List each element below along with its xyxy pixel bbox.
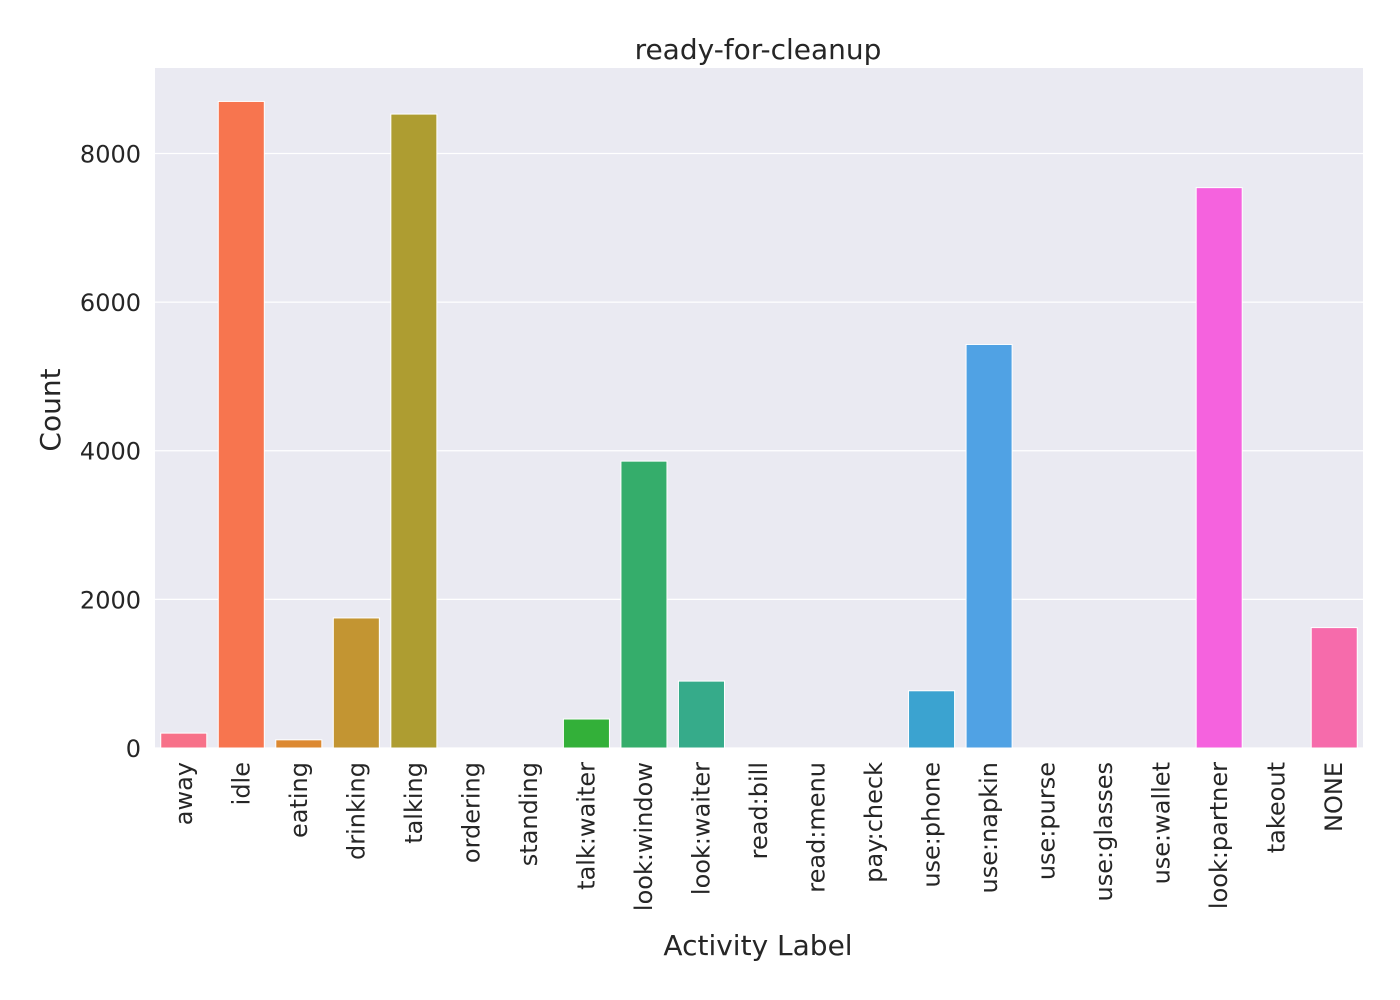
bar-talk-waiter — [562, 718, 610, 749]
bars-group — [160, 100, 1358, 749]
bar-drinking — [332, 617, 380, 749]
x-tick-label: eating — [285, 762, 313, 838]
x-tick-label: ordering — [457, 762, 485, 863]
x-tick-label: NONE — [1320, 762, 1348, 832]
y-axis-title: Count — [34, 368, 67, 451]
x-tick-label: look:window — [630, 762, 658, 911]
x-tick-label: use:napkin — [975, 762, 1003, 894]
bar-look-waiter — [677, 680, 725, 749]
x-tick-label: away — [170, 762, 198, 825]
x-axis-title: Activity Label — [663, 929, 852, 962]
y-tick-label: 4000 — [80, 438, 141, 466]
x-tick-label: takeout — [1263, 762, 1291, 853]
y-tick-labels: 0 2000 4000 6000 8000 — [80, 140, 141, 763]
x-tick-label: idle — [227, 762, 255, 805]
bar-none — [1310, 627, 1358, 749]
bar-use-napkin — [965, 343, 1013, 749]
bar-eating — [275, 739, 323, 749]
x-tick-label: talk:waiter — [572, 762, 600, 890]
chart-title: ready-for-cleanup — [635, 33, 882, 66]
bar-idle — [217, 100, 265, 749]
bar-use-phone — [908, 690, 956, 749]
x-tick-label: use:glasses — [1090, 762, 1118, 901]
x-tick-label: talking — [400, 762, 428, 844]
y-tick-label: 6000 — [80, 289, 141, 317]
bar-talking — [390, 113, 438, 749]
x-tick-label: read:menu — [803, 762, 831, 893]
x-tick-label: look:partner — [1205, 762, 1233, 909]
x-tick-label: drinking — [342, 762, 370, 860]
x-tick-labels: away idle eating drinking talking ordering sta… — [170, 762, 1348, 911]
y-tick-label: 0 — [126, 735, 141, 763]
y-tick-label: 2000 — [80, 586, 141, 614]
x-tick-label: read:bill — [745, 762, 773, 859]
bar-look-window — [620, 460, 668, 749]
x-tick-label: use:wallet — [1148, 762, 1176, 884]
x-tick-label: use:phone — [918, 762, 946, 888]
bar-look-partner — [1195, 187, 1243, 749]
x-tick-label: pay:check — [860, 762, 888, 883]
bar-away — [160, 732, 208, 749]
x-tick-label: standing — [515, 762, 543, 866]
y-tick-label: 8000 — [80, 140, 141, 168]
x-tick-label: use:purse — [1033, 762, 1061, 880]
x-tick-label: look:waiter — [687, 762, 715, 895]
